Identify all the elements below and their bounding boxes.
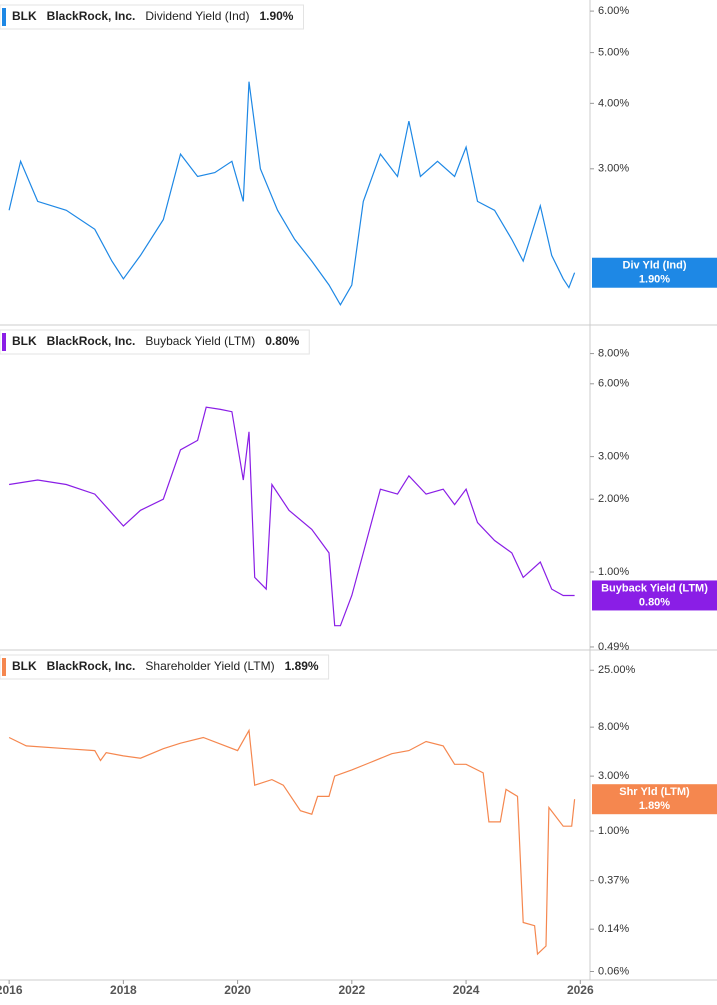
y-tick-label: 0.37% [598,875,629,887]
legend-company: BlackRock, Inc. [47,659,136,673]
legend: BLK BlackRock, Inc. Dividend Yield (Ind) 1.… [0,4,304,30]
legend-ticker: BLK [12,659,37,673]
y-tick-label: 1.00% [598,566,629,578]
line-series [8,728,576,956]
y-tick-label: 6.00% [598,378,629,390]
y-tick-label: 5.00% [598,46,629,58]
legend-box [0,4,304,30]
legend-swatch [2,333,6,351]
value-flag [592,580,717,611]
y-tick-label: 3.00% [598,163,629,175]
x-tick-label: 2026 [567,983,594,997]
legend-box [0,654,330,680]
y-tick-label: 3.00% [598,770,629,782]
legend-value: 0.80% [265,334,299,348]
legend-ticker: BLK [12,9,37,23]
x-tick-label: 2024 [453,983,480,997]
legend-company: BlackRock, Inc. [47,334,136,348]
x-tick-label: 2020 [224,983,251,997]
y-tick-label: 0.06% [598,965,629,977]
legend-swatch [2,8,6,26]
legend-entry: Buyback Yield (LTM) [145,334,255,348]
y-tick-label: 0.14% [598,923,629,935]
y-tick-label: 1.00% [598,825,629,837]
y-tick-label: 4.00% [598,97,629,109]
y-tick-label: 8.00% [598,347,629,359]
y-tick-label: 6.00% [598,5,629,17]
legend-entry: Dividend Yield (Ind) [145,9,249,23]
y-tick-label: 0.49% [598,641,629,653]
y-tick-label: 25.00% [598,664,636,676]
flag-value: 1.89% [639,800,670,812]
legend-box [0,329,310,355]
legend: BLK BlackRock, Inc. Shareholder Yield (LTM… [0,654,330,680]
legend-swatch [2,658,6,676]
x-tick-label: 2018 [110,983,137,997]
legend: BLK BlackRock, Inc. Buyback Yield (LTM) 0.8… [0,329,310,355]
flag-label: Div Yld (Ind) [623,260,687,272]
legend-value: 1.90% [259,9,293,23]
y-tick-label: 2.00% [598,493,629,505]
flag-value: 0.80% [639,596,670,608]
flag-label: Shr Yld (LTM) [619,786,690,798]
y-tick-label: 3.00% [598,451,629,463]
legend-value: 1.89% [285,659,319,673]
legend-company: BlackRock, Inc. [47,9,136,23]
x-tick-label: 2022 [338,983,365,997]
line-series [8,81,576,307]
x-tick-label: 2016 [0,983,23,997]
legend-ticker: BLK [12,334,37,348]
line-series [9,406,575,627]
flag-value: 1.90% [639,274,670,286]
value-flag [592,257,717,288]
flag-label: Buyback Yield (LTM) [601,582,708,594]
y-tick-label: 8.00% [598,721,629,733]
legend-entry: Shareholder Yield (LTM) [145,659,274,673]
value-flag [592,784,717,815]
